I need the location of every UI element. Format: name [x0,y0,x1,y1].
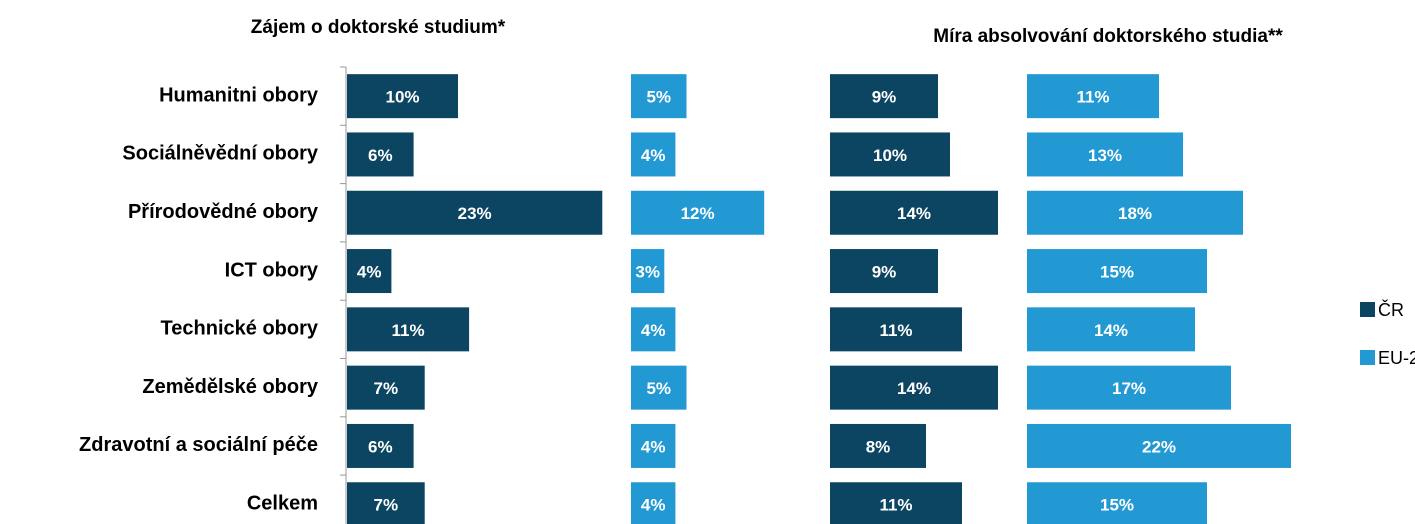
bar [347,482,425,524]
value-label: 18% [1118,204,1152,223]
value-label: 14% [1094,321,1128,340]
value-label: 14% [897,204,931,223]
value-label: 23% [458,204,492,223]
value-label: 8% [866,437,891,456]
value-label: 9% [872,263,897,282]
bar [347,132,414,177]
legend-swatch [1360,350,1375,365]
bar [830,249,938,294]
bar [631,365,687,410]
legend-label: ČR [1378,299,1404,320]
bar [830,307,962,352]
value-label: 11% [1076,88,1109,107]
bar [1027,190,1243,235]
bar [631,74,687,119]
value-label: 9% [872,88,897,107]
legend-label: EU-27 [1378,348,1415,368]
value-label: 15% [1100,496,1134,515]
bar [347,74,458,119]
legend-swatch [1360,302,1375,317]
category-label: Zdravotní a sociální péče [79,434,318,456]
value-label: 14% [897,379,931,398]
value-label: 12% [681,204,715,223]
bar [631,132,676,177]
value-label: 11% [392,321,425,340]
bar [830,74,938,119]
bar [830,132,950,177]
value-label: 10% [385,88,419,107]
bar [347,190,603,235]
bar [830,365,998,410]
bar [631,307,676,352]
value-label: 4% [641,146,666,165]
value-label: 5% [646,88,671,107]
value-label: 15% [1100,263,1134,282]
bar [1027,423,1291,468]
bar [830,482,962,524]
category-label: ICT obory [225,259,319,281]
value-label: 3% [635,263,660,282]
category-label: Sociálněvědní obory [122,143,318,165]
category-label: Humanitni obory [159,84,319,106]
category-label: Přírodovědné obory [128,201,319,223]
value-label: 4% [641,321,666,340]
bar [830,423,926,468]
bar [1027,482,1207,524]
bar [830,190,998,235]
bar [631,190,765,235]
value-label: 6% [368,146,393,165]
value-label: 5% [646,379,671,398]
bar [347,423,414,468]
category-label: Zemědělské obory [142,376,319,398]
bar [631,482,676,524]
category-label: Celkem [247,493,318,515]
bar [1027,249,1207,294]
value-label: 11% [879,321,912,340]
bar [631,249,665,294]
bar [631,423,676,468]
bar [347,307,470,352]
value-label: 17% [1112,379,1146,398]
bar [347,249,392,294]
value-label: 4% [357,263,382,282]
panel-title: Míra absolvování doktorského studia** [933,26,1283,47]
value-label: 22% [1142,437,1176,456]
value-label: 4% [641,437,666,456]
category-label: Technické obory [161,318,319,340]
panel-title: Zájem o doktorské studium* [251,17,506,38]
value-label: 4% [641,496,666,515]
bar [1027,74,1159,119]
bar [347,365,425,410]
bar [1027,365,1231,410]
value-label: 13% [1088,146,1122,165]
value-label: 7% [374,379,399,398]
value-label: 10% [873,146,907,165]
bar [1027,132,1183,177]
bar [1027,307,1195,352]
value-label: 6% [368,437,393,456]
value-label: 11% [879,496,912,515]
value-label: 7% [374,496,399,515]
